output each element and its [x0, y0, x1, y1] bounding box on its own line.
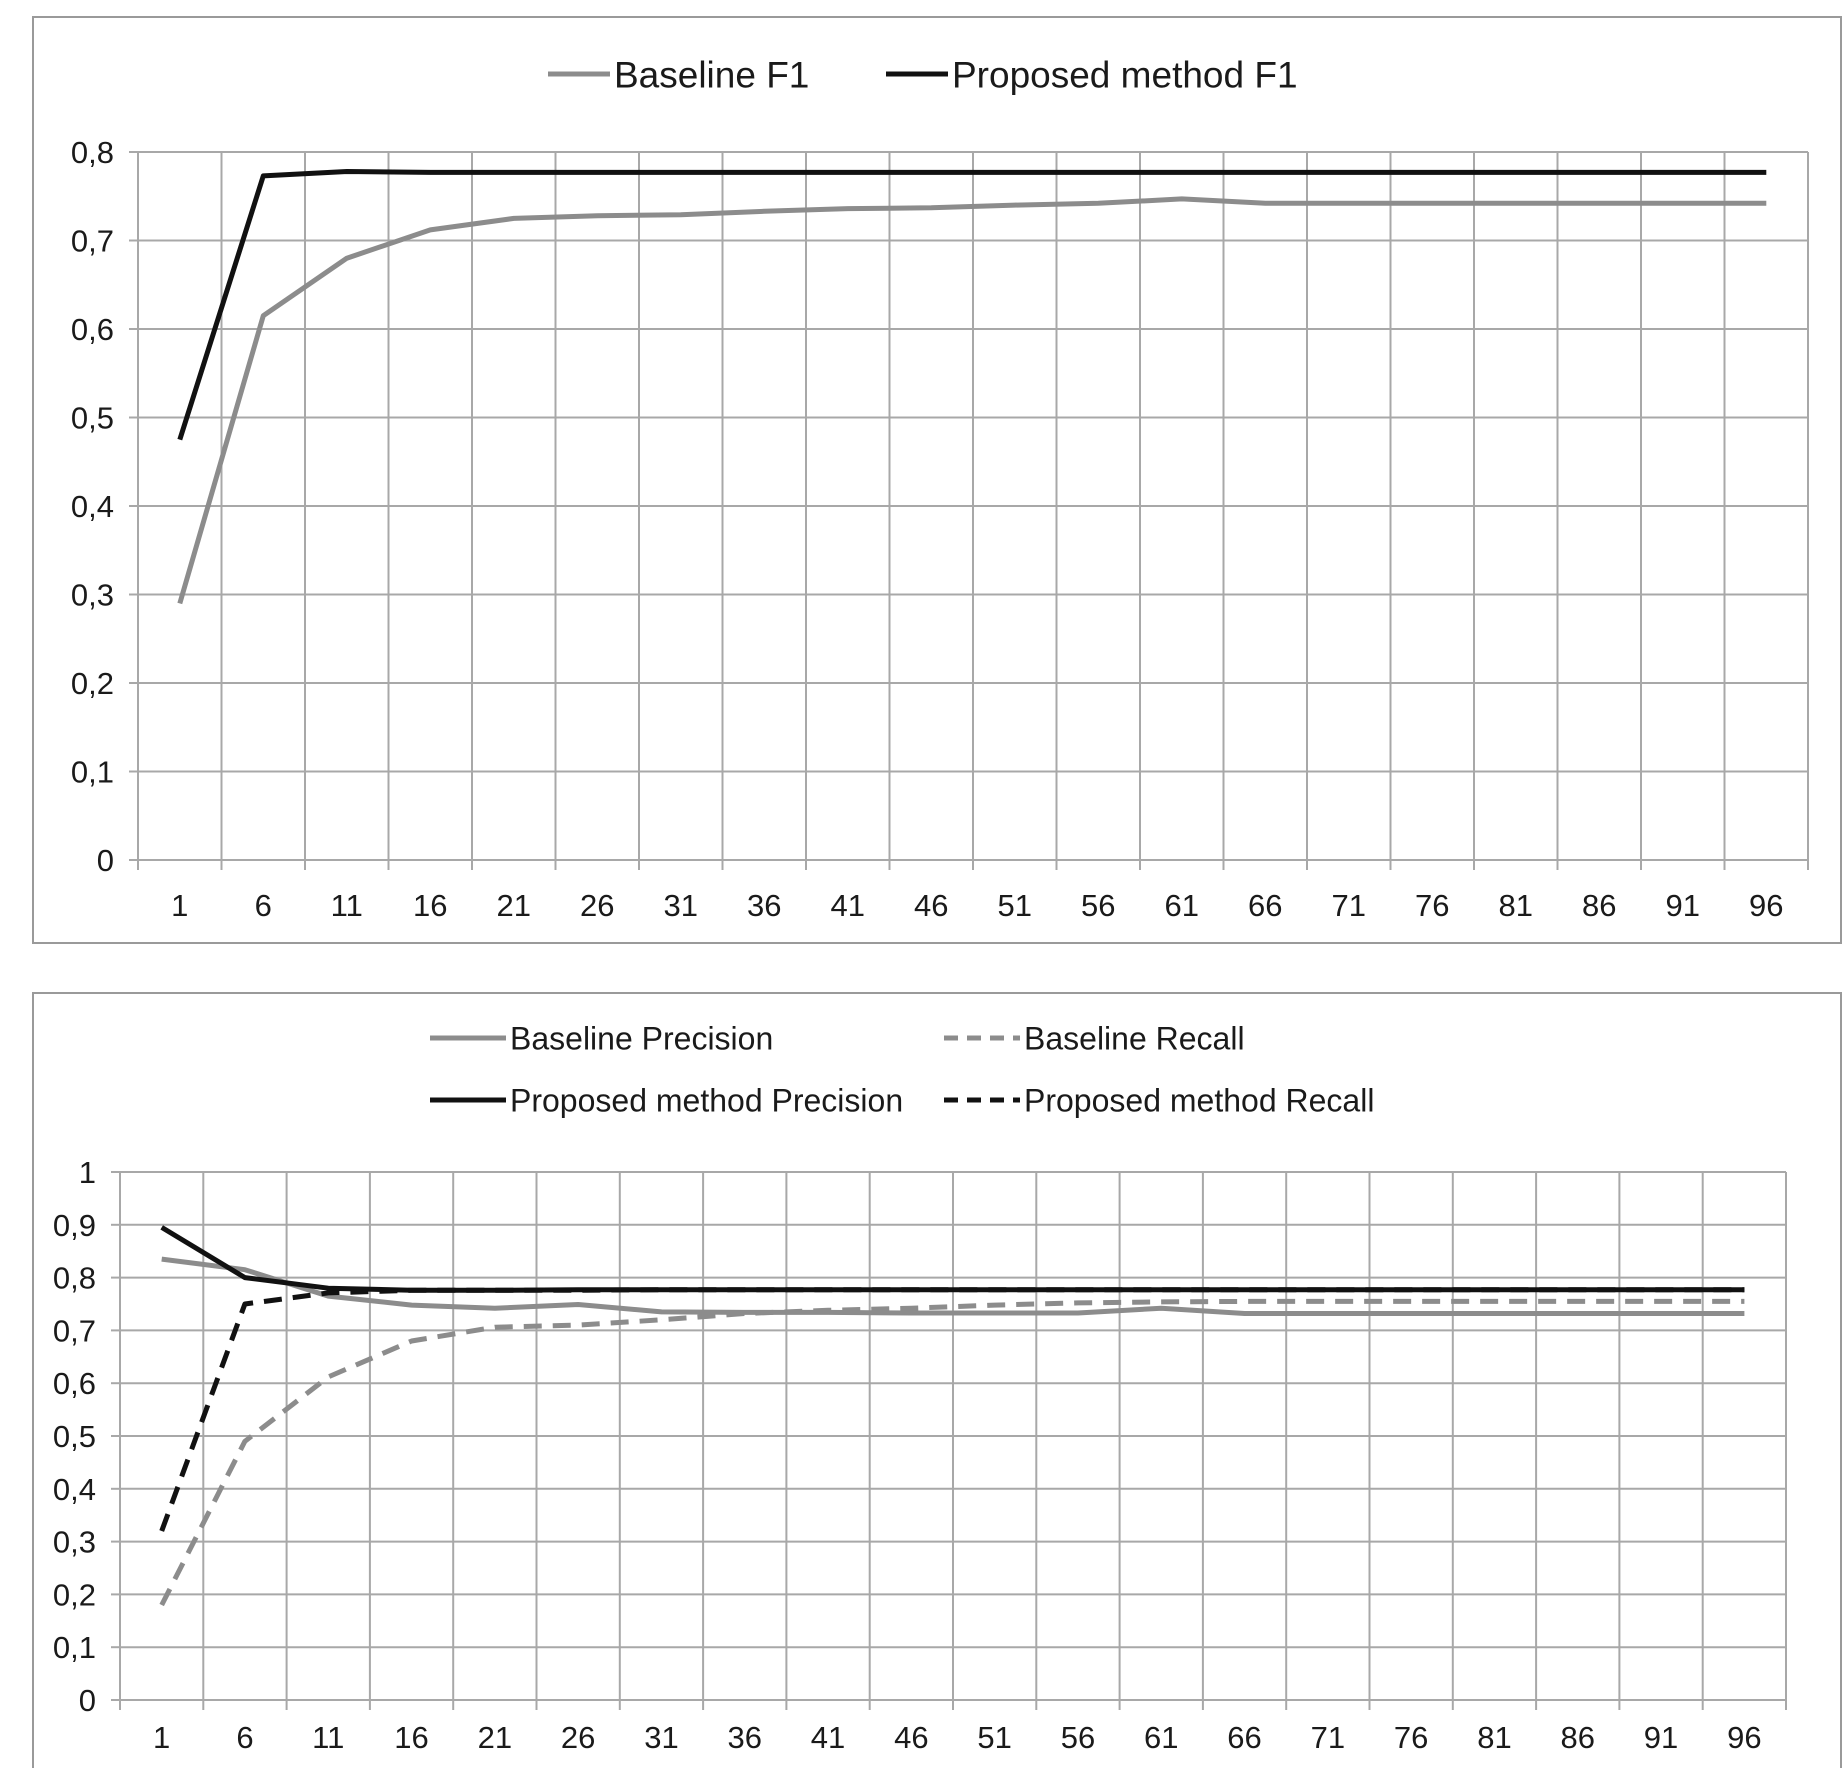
y-axis-labels: 0 0,1 0,2 0,3 0,4 0,5 0,6 0,7 0,8 0,9 1: [53, 1155, 96, 1718]
legend-label: Baseline Recall: [1024, 1021, 1245, 1057]
x-tick-label: 81: [1477, 1720, 1511, 1755]
legend-label: Baseline Precision: [510, 1021, 773, 1057]
legend-label: Proposed method Precision: [510, 1083, 903, 1119]
x-tick-label: 6: [236, 1720, 253, 1755]
x-tick-label: 66: [1248, 888, 1282, 923]
grid: [129, 152, 1808, 870]
y-tick-label: 0,5: [71, 401, 114, 436]
y-tick-label: 0: [97, 843, 114, 878]
x-tick-label: 11: [331, 888, 363, 923]
y-tick-label: 0,9: [53, 1208, 96, 1243]
x-tick-label: 31: [664, 888, 698, 923]
x-tick-label: 76: [1394, 1720, 1428, 1755]
x-tick-label: 11: [312, 1720, 344, 1755]
x-tick-label: 96: [1727, 1720, 1761, 1755]
y-tick-label: 0,2: [71, 666, 114, 701]
x-tick-label: 51: [998, 888, 1032, 923]
x-tick-label: 71: [1332, 888, 1366, 923]
x-tick-label: 6: [255, 888, 272, 923]
x-tick-label: 61: [1144, 1720, 1178, 1755]
y-tick-label: 1: [79, 1155, 96, 1190]
x-tick-label: 16: [394, 1720, 428, 1755]
x-tick-label: 26: [561, 1720, 595, 1755]
y-tick-label: 0,8: [71, 135, 114, 170]
legend-item-baseline-recall: Baseline Recall: [944, 1021, 1245, 1057]
y-tick-label: 0,1: [71, 755, 114, 790]
legend: Baseline F1 Proposed method F1: [548, 54, 1298, 95]
x-tick-label: 16: [413, 888, 447, 923]
x-tick-label: 46: [914, 888, 948, 923]
y-tick-label: 0,3: [53, 1525, 96, 1560]
x-tick-label: 96: [1749, 888, 1783, 923]
y-tick-label: 0,3: [71, 578, 114, 613]
x-tick-label: 36: [728, 1720, 762, 1755]
x-tick-label: 71: [1311, 1720, 1345, 1755]
y-tick-label: 0,4: [53, 1472, 96, 1507]
x-tick-label: 66: [1227, 1720, 1261, 1755]
grid: [111, 1172, 1786, 1710]
legend-item-baseline-f1: Baseline F1: [548, 54, 809, 95]
legend-label: Proposed method Recall: [1024, 1083, 1374, 1119]
x-tick-label: 41: [831, 888, 865, 923]
x-tick-label: 41: [811, 1720, 845, 1755]
y-tick-label: 0,1: [53, 1630, 96, 1665]
x-tick-label: 51: [977, 1720, 1011, 1755]
y-tick-label: 0,6: [71, 312, 114, 347]
legend: Baseline Precision Baseline Recall Propose…: [430, 1021, 1374, 1119]
x-tick-label: 1: [153, 1720, 170, 1755]
x-tick-label: 26: [580, 888, 614, 923]
legend-label: Baseline F1: [614, 54, 809, 95]
x-tick-label: 21: [478, 1720, 512, 1755]
x-tick-label: 1: [171, 888, 188, 923]
y-tick-label: 0,5: [53, 1419, 96, 1454]
x-tick-label: 61: [1165, 888, 1199, 923]
legend-label: Proposed method F1: [952, 54, 1298, 95]
x-tick-label: 21: [497, 888, 531, 923]
x-tick-label: 31: [644, 1720, 678, 1755]
legend-item-proposed-method-recall: Proposed method Recall: [944, 1083, 1374, 1119]
x-tick-label: 46: [894, 1720, 928, 1755]
x-tick-label: 36: [747, 888, 781, 923]
legend-item-proposed-method-precision: Proposed method Precision: [430, 1083, 903, 1119]
x-tick-label: 56: [1081, 888, 1115, 923]
y-axis-labels: 0 0,1 0,2 0,3 0,4 0,5 0,6 0,7 0,8: [71, 135, 114, 878]
y-tick-label: 0,7: [71, 224, 114, 259]
x-tick-label: 86: [1561, 1720, 1595, 1755]
x-tick-label: 91: [1666, 888, 1700, 923]
x-tick-label: 56: [1061, 1720, 1095, 1755]
y-tick-label: 0: [79, 1683, 96, 1718]
x-tick-label: 81: [1499, 888, 1533, 923]
x-tick-label: 91: [1644, 1720, 1678, 1755]
y-tick-label: 0,7: [53, 1313, 96, 1348]
legend-item-baseline-precision: Baseline Precision: [430, 1021, 773, 1057]
y-tick-label: 0,4: [71, 489, 114, 524]
y-tick-label: 0,2: [53, 1577, 96, 1612]
y-tick-label: 0,6: [53, 1366, 96, 1401]
legend-item-proposed-method-f1: Proposed method F1: [886, 54, 1298, 95]
x-tick-label: 76: [1415, 888, 1449, 923]
x-tick-label: 86: [1582, 888, 1616, 923]
y-tick-label: 0,8: [53, 1261, 96, 1296]
